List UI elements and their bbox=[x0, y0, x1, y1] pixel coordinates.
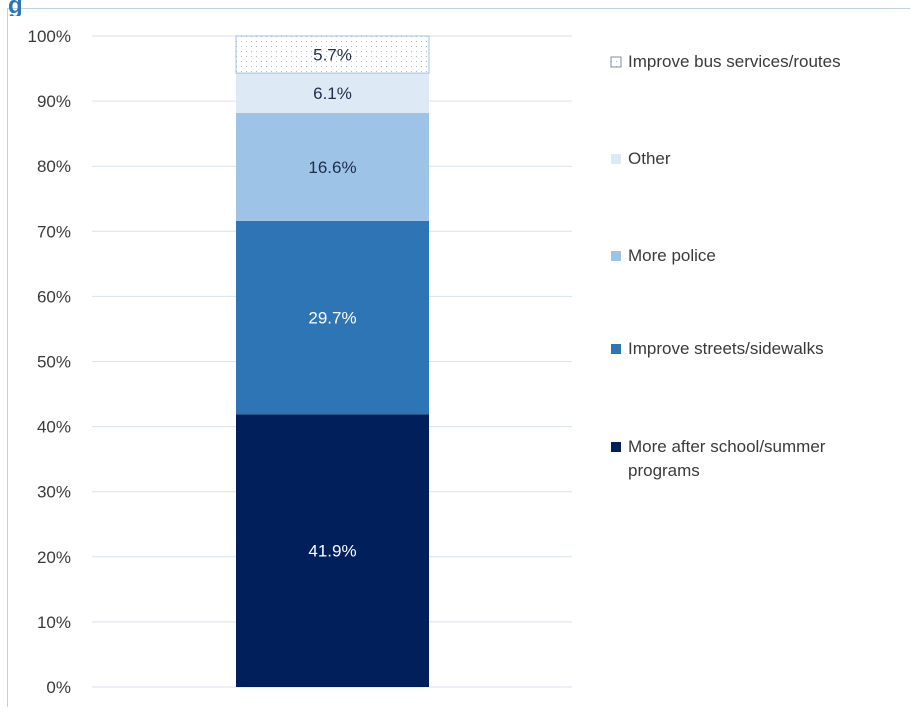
legend-label: More after school/summer bbox=[628, 437, 826, 456]
y-tick-label: 20% bbox=[37, 548, 71, 567]
data-label: 41.9% bbox=[308, 542, 356, 561]
y-tick-label: 30% bbox=[37, 483, 71, 502]
legend-label: Improve streets/sidewalks bbox=[628, 339, 824, 358]
legend-swatch bbox=[610, 56, 622, 68]
legend-label: More police bbox=[628, 246, 716, 265]
legend-label: programs bbox=[628, 461, 700, 480]
y-tick-label: 0% bbox=[46, 678, 71, 697]
title-fragment: g bbox=[8, 0, 22, 16]
data-label: 29.7% bbox=[308, 309, 356, 328]
y-tick-label: 50% bbox=[37, 353, 71, 372]
legend: Improve bus services/routes Other More pol… bbox=[610, 52, 841, 480]
legend-swatch bbox=[611, 154, 621, 164]
y-tick-label: 10% bbox=[37, 613, 71, 632]
y-axis-tick-labels: 0% 10% 20% 30% 40% 50% 60% 70% 80% 90% 100% bbox=[28, 27, 71, 697]
data-label: 5.7% bbox=[313, 46, 352, 65]
chart-frame: g bbox=[7, 0, 910, 707]
legend-label: Improve bus services/routes bbox=[628, 52, 841, 71]
data-label: 6.1% bbox=[313, 84, 352, 103]
legend-swatch bbox=[611, 251, 621, 261]
bar-segment bbox=[236, 220, 429, 415]
y-tick-label: 40% bbox=[37, 418, 71, 437]
bar-segments bbox=[235, 35, 430, 687]
bar-segment bbox=[236, 112, 429, 221]
y-tick-label: 90% bbox=[37, 92, 71, 111]
y-tick-label: 70% bbox=[37, 222, 71, 241]
data-labels: 41.9% 29.7% 16.6% 6.1% 5.7% bbox=[308, 46, 356, 561]
data-label: 16.6% bbox=[308, 158, 356, 177]
bar-segment bbox=[236, 73, 429, 113]
bar-segment bbox=[236, 414, 429, 687]
legend-label: Other bbox=[628, 149, 671, 168]
y-tick-label: 100% bbox=[28, 27, 71, 46]
legend-swatch bbox=[611, 344, 621, 354]
y-tick-label: 80% bbox=[37, 157, 71, 176]
y-tick-label: 60% bbox=[37, 287, 71, 306]
legend-swatch bbox=[611, 442, 621, 452]
bar-segment bbox=[235, 35, 430, 74]
